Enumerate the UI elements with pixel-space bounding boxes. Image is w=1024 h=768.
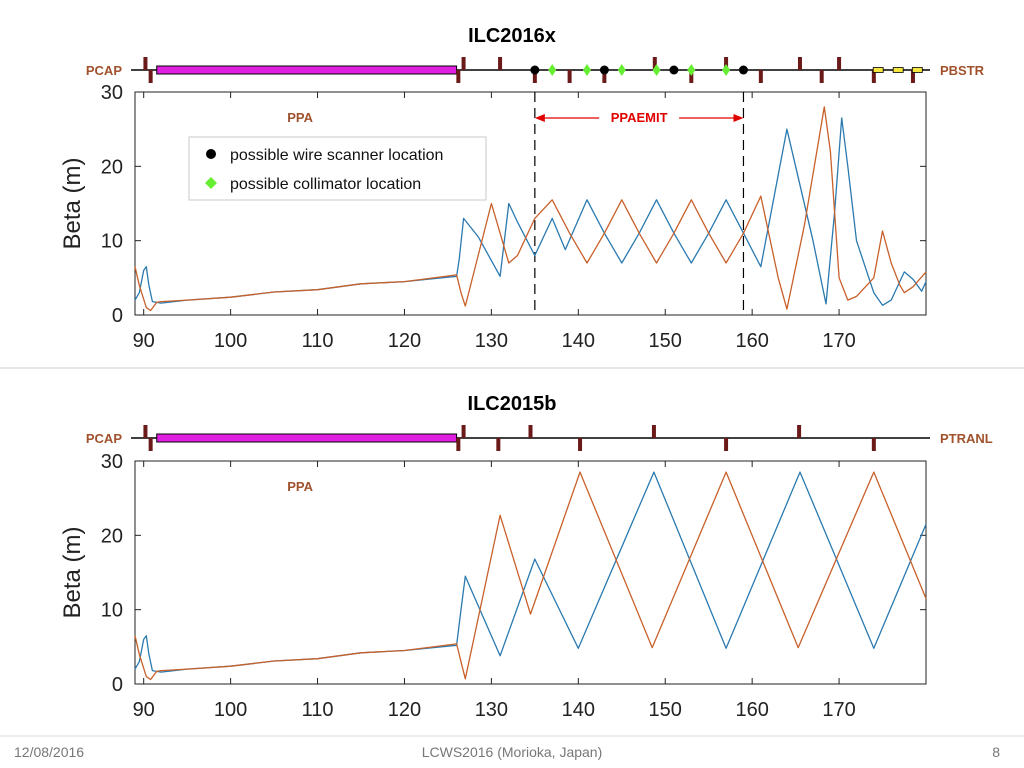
y-tick-label: 10 — [101, 600, 123, 622]
beamline-device — [892, 67, 904, 73]
x-tick-label: 170 — [822, 330, 855, 352]
y-axis-label: Beta (m) — [59, 526, 86, 618]
quadrupole-magnet-down — [567, 70, 572, 83]
quadrupole-magnet-up — [797, 425, 802, 438]
y-tick-label: 0 — [112, 305, 123, 327]
quadrupole-magnet-up — [724, 57, 729, 70]
y-axis-label: Beta (m) — [59, 157, 86, 249]
x-tick-label: 90 — [133, 330, 155, 352]
quadrupole-magnet-down — [689, 70, 694, 83]
x-tick-label: 130 — [475, 330, 508, 352]
beta-series-line-orange — [134, 106, 927, 312]
collimator-marker — [583, 64, 591, 76]
annotation-arrowhead-right — [733, 114, 744, 122]
x-tick-label: 120 — [388, 330, 421, 352]
quadrupole-magnet-down — [496, 438, 501, 451]
x-tick-label: 100 — [214, 699, 247, 721]
x-tick-label: 140 — [562, 699, 595, 721]
x-tick-label: 150 — [649, 699, 682, 721]
collimator-marker — [652, 64, 661, 76]
footer-date: 12/08/2016 — [14, 744, 84, 760]
beta-series-line-orange — [134, 471, 927, 681]
plot-frame — [134, 460, 927, 685]
quadrupole-magnet-up — [498, 57, 503, 70]
footer-center: LCWS2016 (Morioka, Japan) — [422, 744, 603, 760]
x-tick-label: 100 — [214, 330, 247, 352]
quadrupole-magnet-down — [724, 438, 729, 451]
beamline-start-label: PCAP — [86, 431, 122, 446]
quadrupole-magnet-up — [143, 57, 148, 70]
quadrupole-magnet-down — [532, 70, 537, 83]
collimator-marker — [687, 64, 696, 76]
x-tick-label: 130 — [475, 699, 508, 721]
quadrupole-magnet-up — [837, 57, 842, 70]
x-tick-label: 110 — [302, 699, 334, 721]
legend-entry-label: possible wire scanner location — [230, 147, 443, 164]
annotation-label: PPA — [287, 479, 313, 494]
y-tick-label: 20 — [101, 525, 123, 547]
quadrupole-magnet-down — [758, 70, 763, 83]
x-tick-label: 160 — [735, 699, 768, 721]
annotation-label: PPAEMIT — [611, 110, 668, 125]
quadrupole-magnet-up — [461, 425, 466, 438]
footer-page-number: 8 — [992, 744, 1000, 760]
beta-series-line-blue — [134, 471, 927, 673]
y-tick-label: 0 — [112, 674, 123, 696]
x-tick-label: 170 — [822, 699, 855, 721]
collimator-marker — [722, 64, 731, 76]
x-tick-label: 90 — [133, 699, 155, 721]
quadrupole-magnet-down — [148, 70, 153, 83]
quadrupole-magnet-down — [578, 438, 583, 451]
solenoid-element — [156, 433, 458, 443]
y-tick-label: 10 — [101, 231, 123, 253]
quadrupole-magnet-down — [602, 70, 607, 83]
beamline-end-label: PBSTR — [940, 63, 985, 78]
legend-wire-scanner-icon — [206, 149, 216, 159]
plot-frame — [134, 91, 927, 316]
quadrupole-magnet-down — [456, 70, 461, 83]
y-tick-label: 30 — [101, 82, 123, 104]
legend-entry-label: possible collimator location — [230, 176, 421, 193]
quadrupole-magnet-up — [797, 57, 802, 70]
y-tick-label: 20 — [101, 156, 123, 178]
annotation-arrowhead-left — [534, 114, 545, 122]
beamline-device — [872, 67, 884, 73]
y-tick-label: 30 — [101, 451, 123, 473]
quadrupole-magnet-up — [651, 425, 656, 438]
x-tick-label: 110 — [302, 330, 334, 352]
collimator-marker — [548, 64, 557, 76]
quadrupole-magnet-down — [871, 438, 876, 451]
legend-box — [188, 136, 487, 201]
quadrupole-magnet-up — [461, 57, 466, 70]
quadrupole-magnet-down — [871, 70, 876, 83]
collimator-marker — [617, 64, 626, 76]
wire-scanner-marker — [599, 65, 609, 75]
chart-title: ILC2015b — [468, 393, 557, 415]
wire-scanner-marker — [669, 65, 679, 75]
solenoid-element — [156, 65, 458, 75]
wire-scanner-marker — [738, 65, 748, 75]
beamline-start-label: PCAP — [86, 63, 122, 78]
quadrupole-magnet-up — [652, 57, 657, 70]
chart-title: ILC2016x — [468, 25, 556, 47]
legend-collimator-icon — [205, 177, 217, 189]
x-tick-label: 150 — [649, 330, 682, 352]
quadrupole-magnet-down — [456, 438, 461, 451]
wire-scanner-marker — [530, 65, 540, 75]
quadrupole-magnet-up — [143, 425, 148, 438]
x-tick-label: 120 — [388, 699, 421, 721]
x-tick-label: 160 — [735, 330, 768, 352]
beamline-device — [911, 67, 923, 73]
annotation-label: PPA — [287, 110, 313, 125]
quadrupole-magnet-down — [910, 70, 915, 83]
quadrupole-magnet-down — [819, 70, 824, 83]
x-tick-label: 140 — [562, 330, 595, 352]
quadrupole-magnet-up — [528, 425, 533, 438]
quadrupole-magnet-down — [148, 438, 153, 451]
beamline-end-label: PTRANL — [940, 431, 993, 446]
